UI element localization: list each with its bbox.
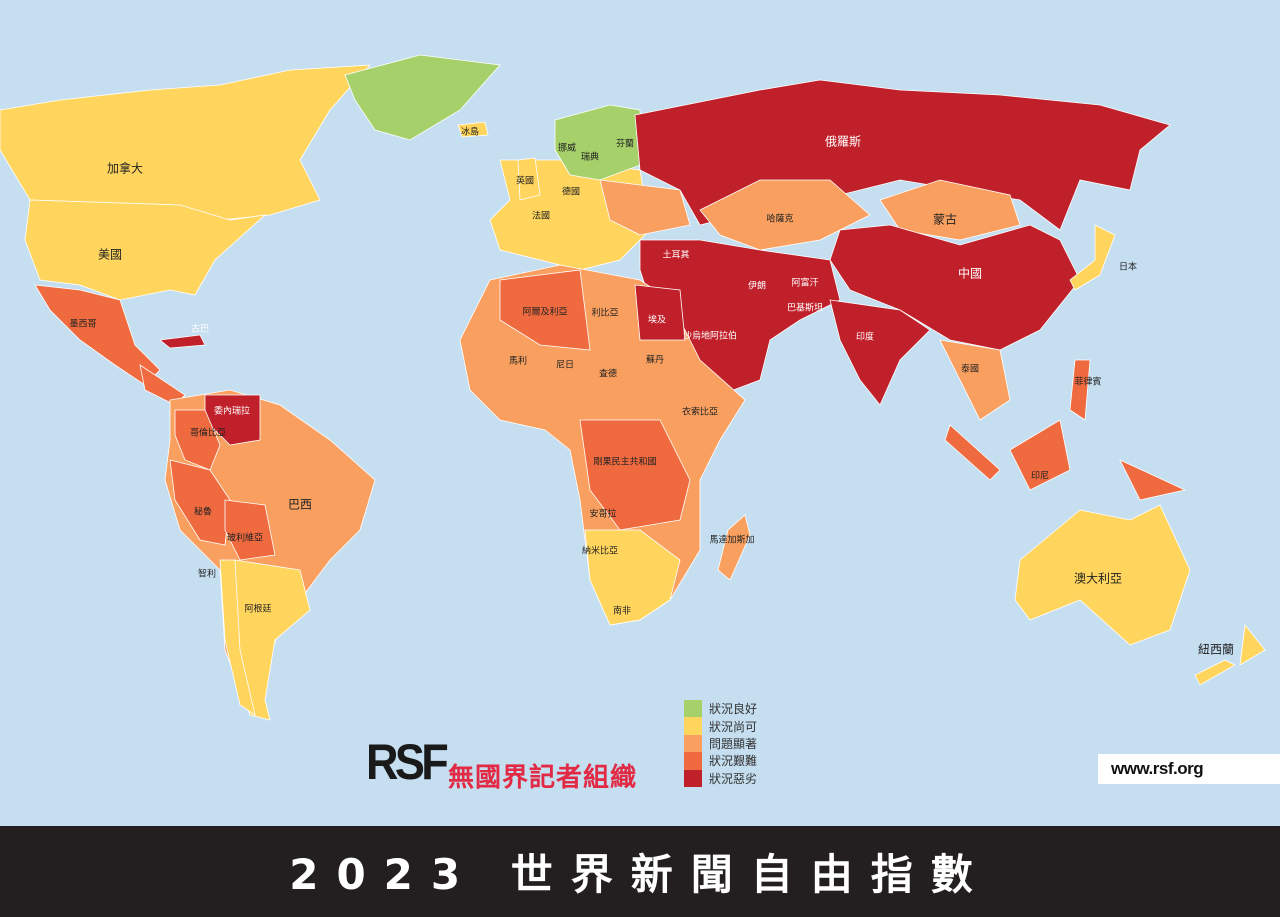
country-label: 哥倫比亞 [189,428,227,439]
region-japan [1069,224,1116,291]
region-uk [517,157,541,201]
country-label: 芬蘭 [615,139,635,150]
country-label: 印尼 [1030,471,1050,482]
country-label: 秘魯 [193,507,213,518]
country-label: 阿富汗 [791,278,819,289]
world-map [0,54,1266,721]
legend: 狀況良好 狀況尚可 問題顯著 狀況艱難 狀況惡劣 [684,700,757,787]
legend-item-problematic: 問題顯著 [684,734,758,753]
page-title: 2023 世界新聞自由指數 [289,850,991,899]
country-label: 委內瑞拉 [213,406,251,417]
legend-swatch [684,752,702,770]
region-peru [169,459,231,546]
country-label: 智利 [197,569,217,580]
country-label: 阿爾及利亞 [522,307,568,318]
region-eastern-europe [599,179,691,236]
legend-item-good: 狀況良好 [684,700,758,718]
region-greenland [344,54,501,141]
legend-label: 狀況良好 [709,702,758,717]
country-label: 阿根廷 [244,604,272,615]
country-label: 墨西哥 [69,319,97,330]
country-label: 安哥拉 [589,509,617,520]
country-label: 巴基斯坦 [786,303,824,314]
country-label: 巴西 [287,497,313,512]
country-label: 沙烏地阿拉伯 [682,331,738,342]
country-label: 德國 [561,187,581,198]
region-southeast-asia [939,339,1011,421]
country-label: 加拿大 [106,161,144,176]
country-label: 利比亞 [591,308,619,319]
country-label: 美國 [97,247,123,262]
country-label: 印度 [855,332,875,343]
legend-label: 狀況艱難 [709,754,758,769]
region-scandinavia [554,104,641,181]
region-india [829,299,931,406]
region-bolivia [224,499,276,561]
legend-label: 狀況惡劣 [709,771,758,786]
region-kazakhstan [699,179,871,251]
rsf-logo: RSF [366,734,449,790]
region-new-zealand-south [1194,659,1236,686]
country-label: 玻利維亞 [226,533,264,544]
country-label: 中國 [957,266,983,281]
country-label: 埃及 [647,315,667,326]
legend-label: 問題顯著 [709,736,758,751]
country-label: 日本 [1118,262,1138,273]
region-usa [24,199,267,301]
region-australia [1014,504,1191,646]
country-label: 挪威 [557,143,577,154]
legend-item-satisfactory: 狀況尚可 [684,717,758,735]
org-name: 無國界記者組織 [448,763,638,793]
country-label: 剛果民主共和國 [593,457,657,468]
country-label: 南非 [612,606,632,617]
region-cuba [159,334,206,349]
region-central-africa [579,419,691,531]
legend-label: 狀況尚可 [709,719,758,734]
country-label: 蒙古 [932,212,958,227]
website-link[interactable]: www.rsf.org [1098,754,1280,784]
legend-swatch [684,700,702,718]
country-label: 馬達加斯加 [709,535,755,546]
country-label: 古巴 [190,324,210,335]
legend-swatch [684,769,702,787]
country-label: 英國 [515,176,535,187]
legend-swatch [684,717,702,735]
country-label: 泰國 [960,364,980,375]
region-indonesia-west [944,424,1001,481]
country-label: 馬利 [508,356,528,367]
country-label: 澳大利亞 [1073,571,1123,586]
country-label: 冰島 [460,127,480,138]
country-label: 紐西蘭 [1197,642,1235,657]
country-label: 蘇丹 [645,355,665,366]
country-label: 哈薩克 [766,214,794,225]
country-label: 俄羅斯 [824,134,862,149]
country-label: 瑞典 [580,152,600,163]
country-label: 伊朗 [747,281,767,292]
country-label: 納米比亞 [581,546,619,557]
country-label: 法國 [531,211,551,222]
legend-swatch [684,734,702,753]
country-label: 查德 [598,369,618,380]
country-label: 土耳其 [662,250,690,261]
title-bar: 2023 世界新聞自由指數 [0,826,1280,917]
country-label: 菲律賓 [1074,377,1102,388]
region-chile [219,559,256,716]
region-indonesia-central [1009,419,1071,491]
region-madagascar [717,514,751,581]
region-china [829,224,1081,351]
region-algeria [499,269,591,351]
region-new-zealand-north [1239,624,1266,666]
region-egypt [634,284,686,341]
country-label: 尼日 [555,360,575,371]
region-philippines [1069,359,1091,421]
legend-item-difficult: 狀況艱難 [684,752,758,770]
region-north-america [0,64,371,221]
region-new-guinea [1119,459,1187,501]
legend-item-very-serious: 狀況惡劣 [684,769,758,787]
country-label: 衣索比亞 [681,407,719,418]
region-southern-africa [584,529,681,626]
website-url[interactable]: www.rsf.org [1111,759,1204,778]
region-iceland [457,121,489,138]
